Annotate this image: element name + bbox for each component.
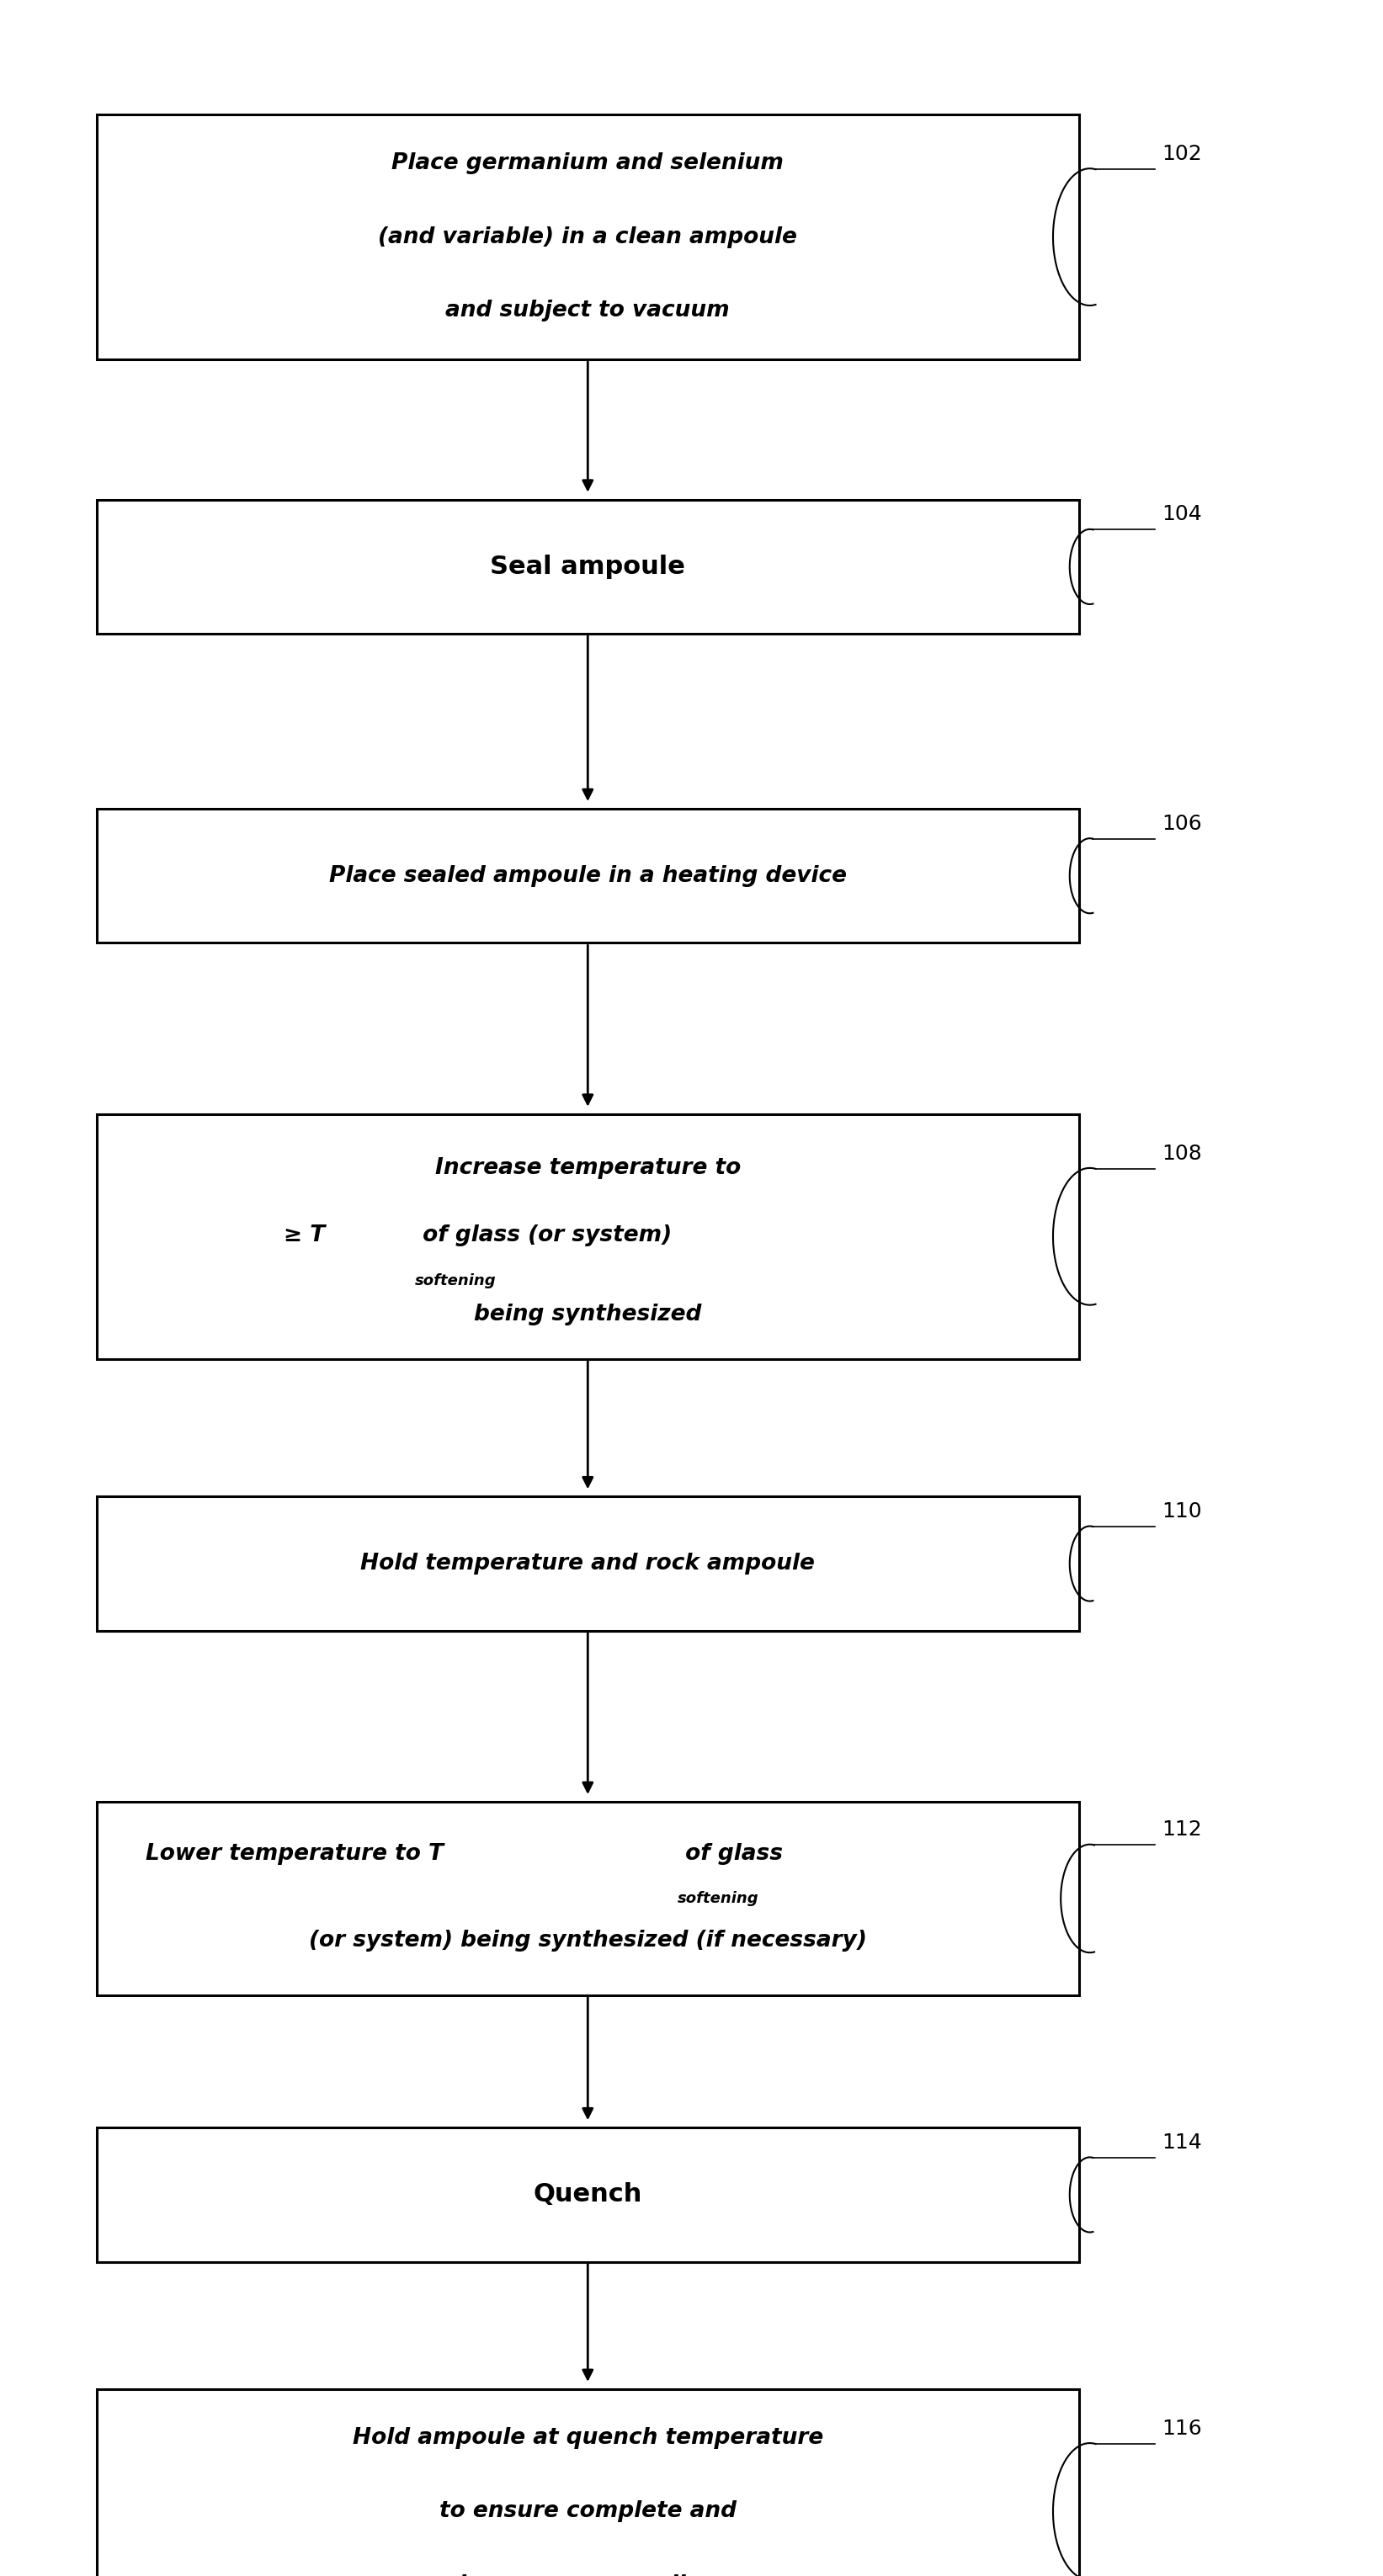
Text: 114: 114 (1162, 2133, 1202, 2154)
FancyBboxPatch shape (97, 1497, 1079, 1631)
Text: being synthesized: being synthesized (474, 1303, 701, 1327)
Text: 112: 112 (1162, 1819, 1202, 1839)
Text: Hold ampoule at quench temperature: Hold ampoule at quench temperature (353, 2427, 823, 2450)
Text: Increase temperature to: Increase temperature to (434, 1157, 741, 1180)
Text: to ensure complete and: to ensure complete and (440, 2501, 736, 2522)
Text: Hold temperature and rock ampoule: Hold temperature and rock ampoule (361, 1553, 815, 1574)
FancyBboxPatch shape (97, 2391, 1079, 2576)
Text: softening: softening (678, 1891, 759, 1906)
FancyBboxPatch shape (97, 1113, 1079, 1360)
Text: ≥ T: ≥ T (284, 1224, 325, 1247)
Text: and subject to vacuum: and subject to vacuum (445, 299, 730, 322)
Text: of glass: of glass (678, 1842, 783, 1865)
Text: 106: 106 (1162, 814, 1202, 835)
FancyBboxPatch shape (97, 1803, 1079, 1994)
Text: Lower temperature to T: Lower temperature to T (145, 1842, 443, 1865)
Text: Seal ampoule: Seal ampoule (490, 554, 686, 580)
Text: (and variable) in a clean ampoule: (and variable) in a clean ampoule (378, 227, 798, 247)
Text: 108: 108 (1162, 1144, 1202, 1164)
Text: Quench: Quench (534, 2182, 642, 2208)
FancyBboxPatch shape (97, 2128, 1079, 2262)
Text: (or system) being synthesized (if necessary): (or system) being synthesized (if necess… (308, 1929, 867, 1953)
FancyBboxPatch shape (97, 116, 1079, 358)
Text: Place germanium and selenium: Place germanium and selenium (391, 152, 784, 175)
FancyBboxPatch shape (97, 809, 1079, 943)
Text: 104: 104 (1162, 505, 1202, 526)
Text: Place sealed ampoule in a heating device: Place sealed ampoule in a heating device (329, 866, 846, 886)
Text: softening: softening (415, 1273, 496, 1288)
Text: 110: 110 (1162, 1502, 1202, 1522)
Text: of glass (or system): of glass (or system) (415, 1224, 672, 1247)
Text: 116: 116 (1162, 2419, 1202, 2439)
Text: 102: 102 (1162, 144, 1202, 165)
FancyBboxPatch shape (97, 500, 1079, 634)
